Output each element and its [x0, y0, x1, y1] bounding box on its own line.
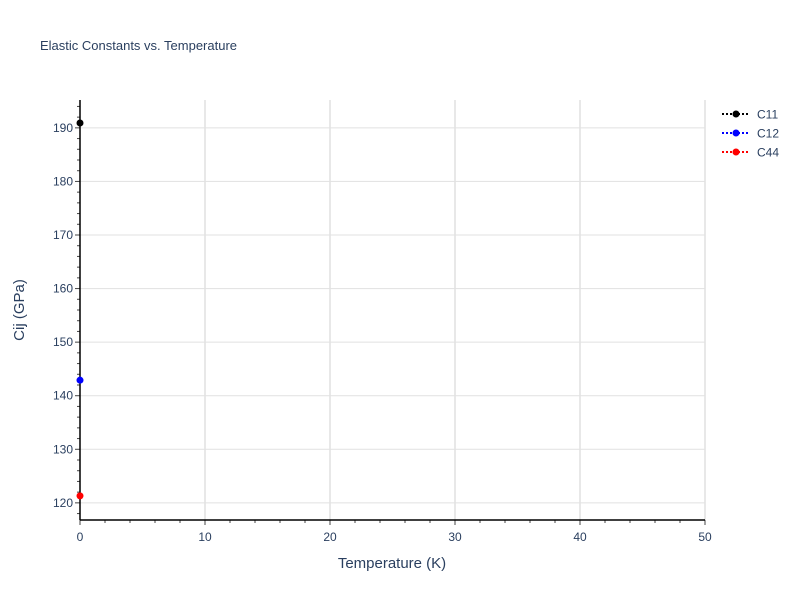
- data-point-c11: [76, 119, 84, 127]
- x-tick-label: 0: [77, 530, 84, 544]
- y-tick-label: 160: [53, 282, 73, 296]
- x-tick-label: 30: [448, 530, 462, 544]
- legend-marker: [732, 148, 740, 156]
- legend-marker: [732, 129, 740, 137]
- y-tick-label: 120: [53, 496, 73, 510]
- y-tick-label: 170: [53, 228, 73, 242]
- x-tick-label: 20: [323, 530, 337, 544]
- x-tick-label: 50: [698, 530, 712, 544]
- legend-label: C12: [757, 127, 779, 141]
- y-axis-label: Cij (GPa): [11, 279, 28, 341]
- x-axis-label: Temperature (K): [338, 555, 446, 572]
- y-tick-label: 150: [53, 335, 73, 349]
- data-point-c44: [76, 492, 84, 500]
- y-tick-label: 140: [53, 389, 73, 403]
- legend-item-c12[interactable]: C12: [722, 127, 779, 141]
- legend-item-c11[interactable]: C11: [722, 108, 778, 122]
- legend-label: C11: [757, 108, 778, 122]
- legend-item-c44[interactable]: C44: [722, 146, 779, 160]
- y-tick-label: 190: [53, 121, 73, 135]
- x-tick-label: 40: [573, 530, 587, 544]
- x-tick-label: 10: [198, 530, 212, 544]
- y-tick-label: 180: [53, 174, 73, 188]
- legend-marker: [732, 110, 740, 118]
- chart-title: Elastic Constants vs. Temperature: [40, 38, 237, 53]
- legend-label: C44: [757, 146, 779, 160]
- y-tick-label: 130: [53, 442, 73, 456]
- data-point-c12: [76, 376, 84, 384]
